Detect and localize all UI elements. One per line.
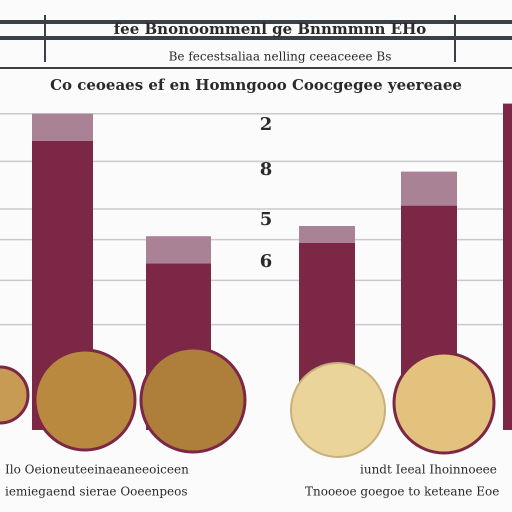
cookie [33,348,137,452]
cookie [0,365,30,425]
bar-segment [299,226,355,243]
bar-segment [146,236,211,264]
bar-segment [503,103,512,430]
footnote: iemiegaend sierae Ooeenpeos [5,485,187,499]
cookie [392,351,496,455]
chart-subtitle: Be fecestsaliaa nelling ceeaceeee Bs [169,50,392,64]
footnote: Ilo Oeioneuteeinaeaneeoiceen [5,463,189,477]
annotation: 2 [260,114,273,135]
footnote: Tnooeoe goegoe to keteane Eoe [305,485,499,499]
bar-segment [401,171,457,206]
chart-title: fee Bnonoommenl ge Bnnmmnn EHo [114,20,427,38]
annotation: 8 [260,159,273,180]
bar-segment [32,113,93,141]
footnote: iundt Ieeal Ihoinnoeee [360,463,497,477]
annotation: 6 [260,251,273,272]
annotation: 5 [260,209,273,230]
cookie [290,362,386,458]
chart-heading: Co ceoeaes ef en Homngooo Coocgegee yeer… [50,76,462,94]
cookie [139,346,247,454]
